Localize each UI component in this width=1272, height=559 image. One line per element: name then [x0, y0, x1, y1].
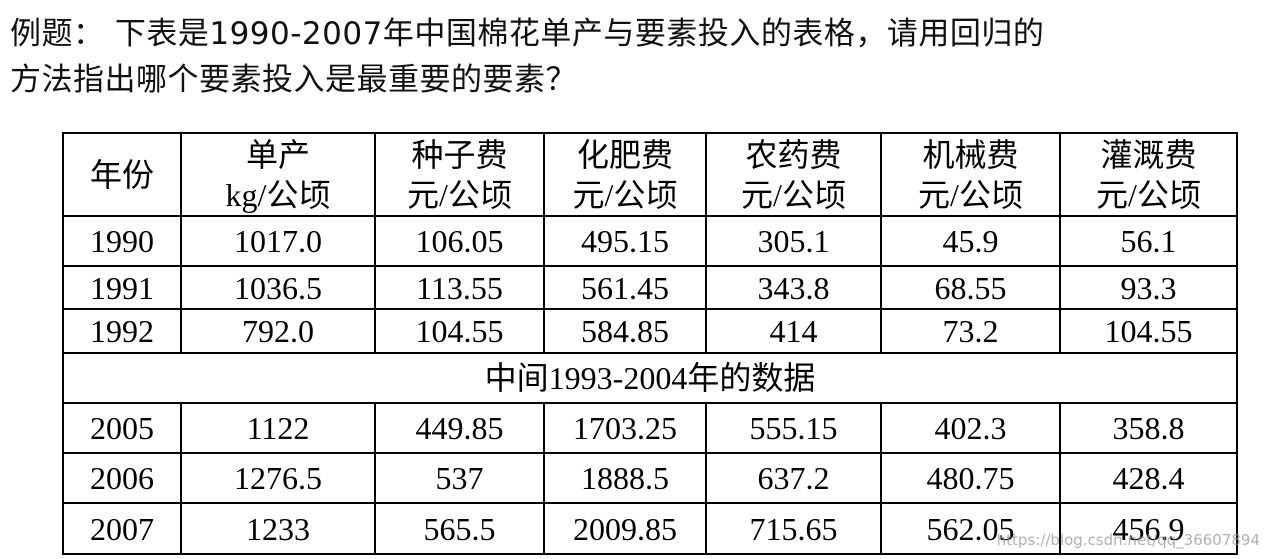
cell: 584.85	[543, 308, 707, 354]
cell: 343.8	[705, 265, 882, 310]
cell: 561.45	[543, 265, 707, 310]
header-text: 元/公顷	[918, 176, 1023, 213]
cell: 305.1	[705, 215, 882, 267]
header-row: 年份 单产 kg/公顷 种子费 元/公顷 化肥费 元/公顷 农药费 元/公顷 机械费 元/公顷 灌溉费…	[62, 132, 1238, 217]
cell: 456.9	[1059, 502, 1238, 555]
cell: 555.15	[705, 402, 882, 454]
cell: 1991	[62, 265, 182, 310]
cell: 1122	[180, 402, 376, 454]
cell: 1990	[62, 215, 182, 267]
cell: 1888.5	[543, 452, 707, 504]
cell: 2009.85	[543, 502, 707, 555]
cell: 45.9	[880, 215, 1061, 267]
cell: 449.85	[374, 402, 545, 454]
question-line: 例题： 下表是1990-2007年中国棉花单产与要素投入的表格，请用回归的	[10, 16, 1045, 52]
cell: 106.05	[374, 215, 545, 267]
data-table: 年份 单产 kg/公顷 种子费 元/公顷 化肥费 元/公顷 农药费 元/公顷 机械费 元/公顷 灌溉费…	[62, 132, 1238, 555]
cell: 1036.5	[180, 265, 376, 310]
cell: 1992	[62, 308, 182, 354]
cell: 56.1	[1059, 215, 1238, 267]
cell: 2005	[62, 402, 182, 454]
cell: 402.3	[880, 402, 1061, 454]
cell: 1233	[180, 502, 376, 555]
header-text: 元/公顷	[1096, 176, 1201, 213]
cell: 2007	[62, 502, 182, 555]
header-text: 元/公顷	[407, 176, 512, 213]
header-text: 种子费	[411, 136, 508, 173]
cell: 562.05	[880, 502, 1061, 555]
cell: 358.8	[1059, 402, 1238, 454]
cell: 104.55	[1059, 308, 1238, 354]
cell: 792.0	[180, 308, 376, 354]
data-row: 1991 1036.5 113.55 561.45 343.8 68.55 93.3	[62, 265, 1238, 310]
data-row: 1992 792.0 104.55 584.85 414 73.2 104.55	[62, 308, 1238, 354]
data-row: 2007 1233 565.5 2009.85 715.65 562.05 456.9	[62, 502, 1238, 555]
cell: 104.55	[374, 308, 545, 354]
cell: 480.75	[880, 452, 1061, 504]
header-text: 灌溉费	[1100, 136, 1197, 173]
watermark: https://blog.csdn.net/qq_36607894	[996, 531, 1260, 549]
cell: 537	[374, 452, 545, 504]
cell: 715.65	[705, 502, 882, 555]
header-cell: 年份	[62, 132, 182, 217]
cell: 68.55	[880, 265, 1061, 310]
cell: 414	[705, 308, 882, 354]
question-line: 方法指出哪个要素投入是最重要的要素？	[10, 62, 577, 98]
header-text: 年份	[89, 156, 154, 193]
header-cell: 农药费 元/公顷	[705, 132, 882, 217]
gap-note: 中间1993-2004年的数据	[62, 352, 1238, 404]
cell: 428.4	[1059, 452, 1238, 504]
cell: 73.2	[880, 308, 1061, 354]
header-text: 化肥费	[576, 136, 673, 173]
header-cell: 机械费 元/公顷	[880, 132, 1061, 217]
data-row: 1990 1017.0 106.05 495.15 305.1 45.9 56.1	[62, 215, 1238, 267]
header-text: 元/公顷	[572, 176, 678, 213]
cell: 637.2	[705, 452, 882, 504]
header-cell: 化肥费 元/公顷	[543, 132, 707, 217]
header-text: 单产	[245, 136, 310, 173]
header-text: 机械费	[922, 136, 1019, 173]
cell: 1017.0	[180, 215, 376, 267]
cell: 565.5	[374, 502, 545, 555]
data-row: 2006 1276.5 537 1888.5 637.2 480.75 428.4	[62, 452, 1238, 504]
data-row: 2005 1122 449.85 1703.25 555.15 402.3 358.8	[62, 402, 1238, 454]
header-cell: 单产 kg/公顷	[180, 132, 376, 217]
cell: 113.55	[374, 265, 545, 310]
gap-row: 中间1993-2004年的数据	[62, 352, 1238, 404]
cell: 1703.25	[543, 402, 707, 454]
header-text: 元/公顷	[741, 176, 846, 213]
cell: 2006	[62, 452, 182, 504]
cell: 1276.5	[180, 452, 376, 504]
cell: 495.15	[543, 215, 707, 267]
header-text: kg/公顷	[225, 176, 331, 213]
cell: 93.3	[1059, 265, 1238, 310]
header-cell: 种子费 元/公顷	[374, 132, 545, 217]
header-text: 农药费	[745, 136, 842, 173]
header-cell: 灌溉费 元/公顷	[1059, 132, 1238, 217]
